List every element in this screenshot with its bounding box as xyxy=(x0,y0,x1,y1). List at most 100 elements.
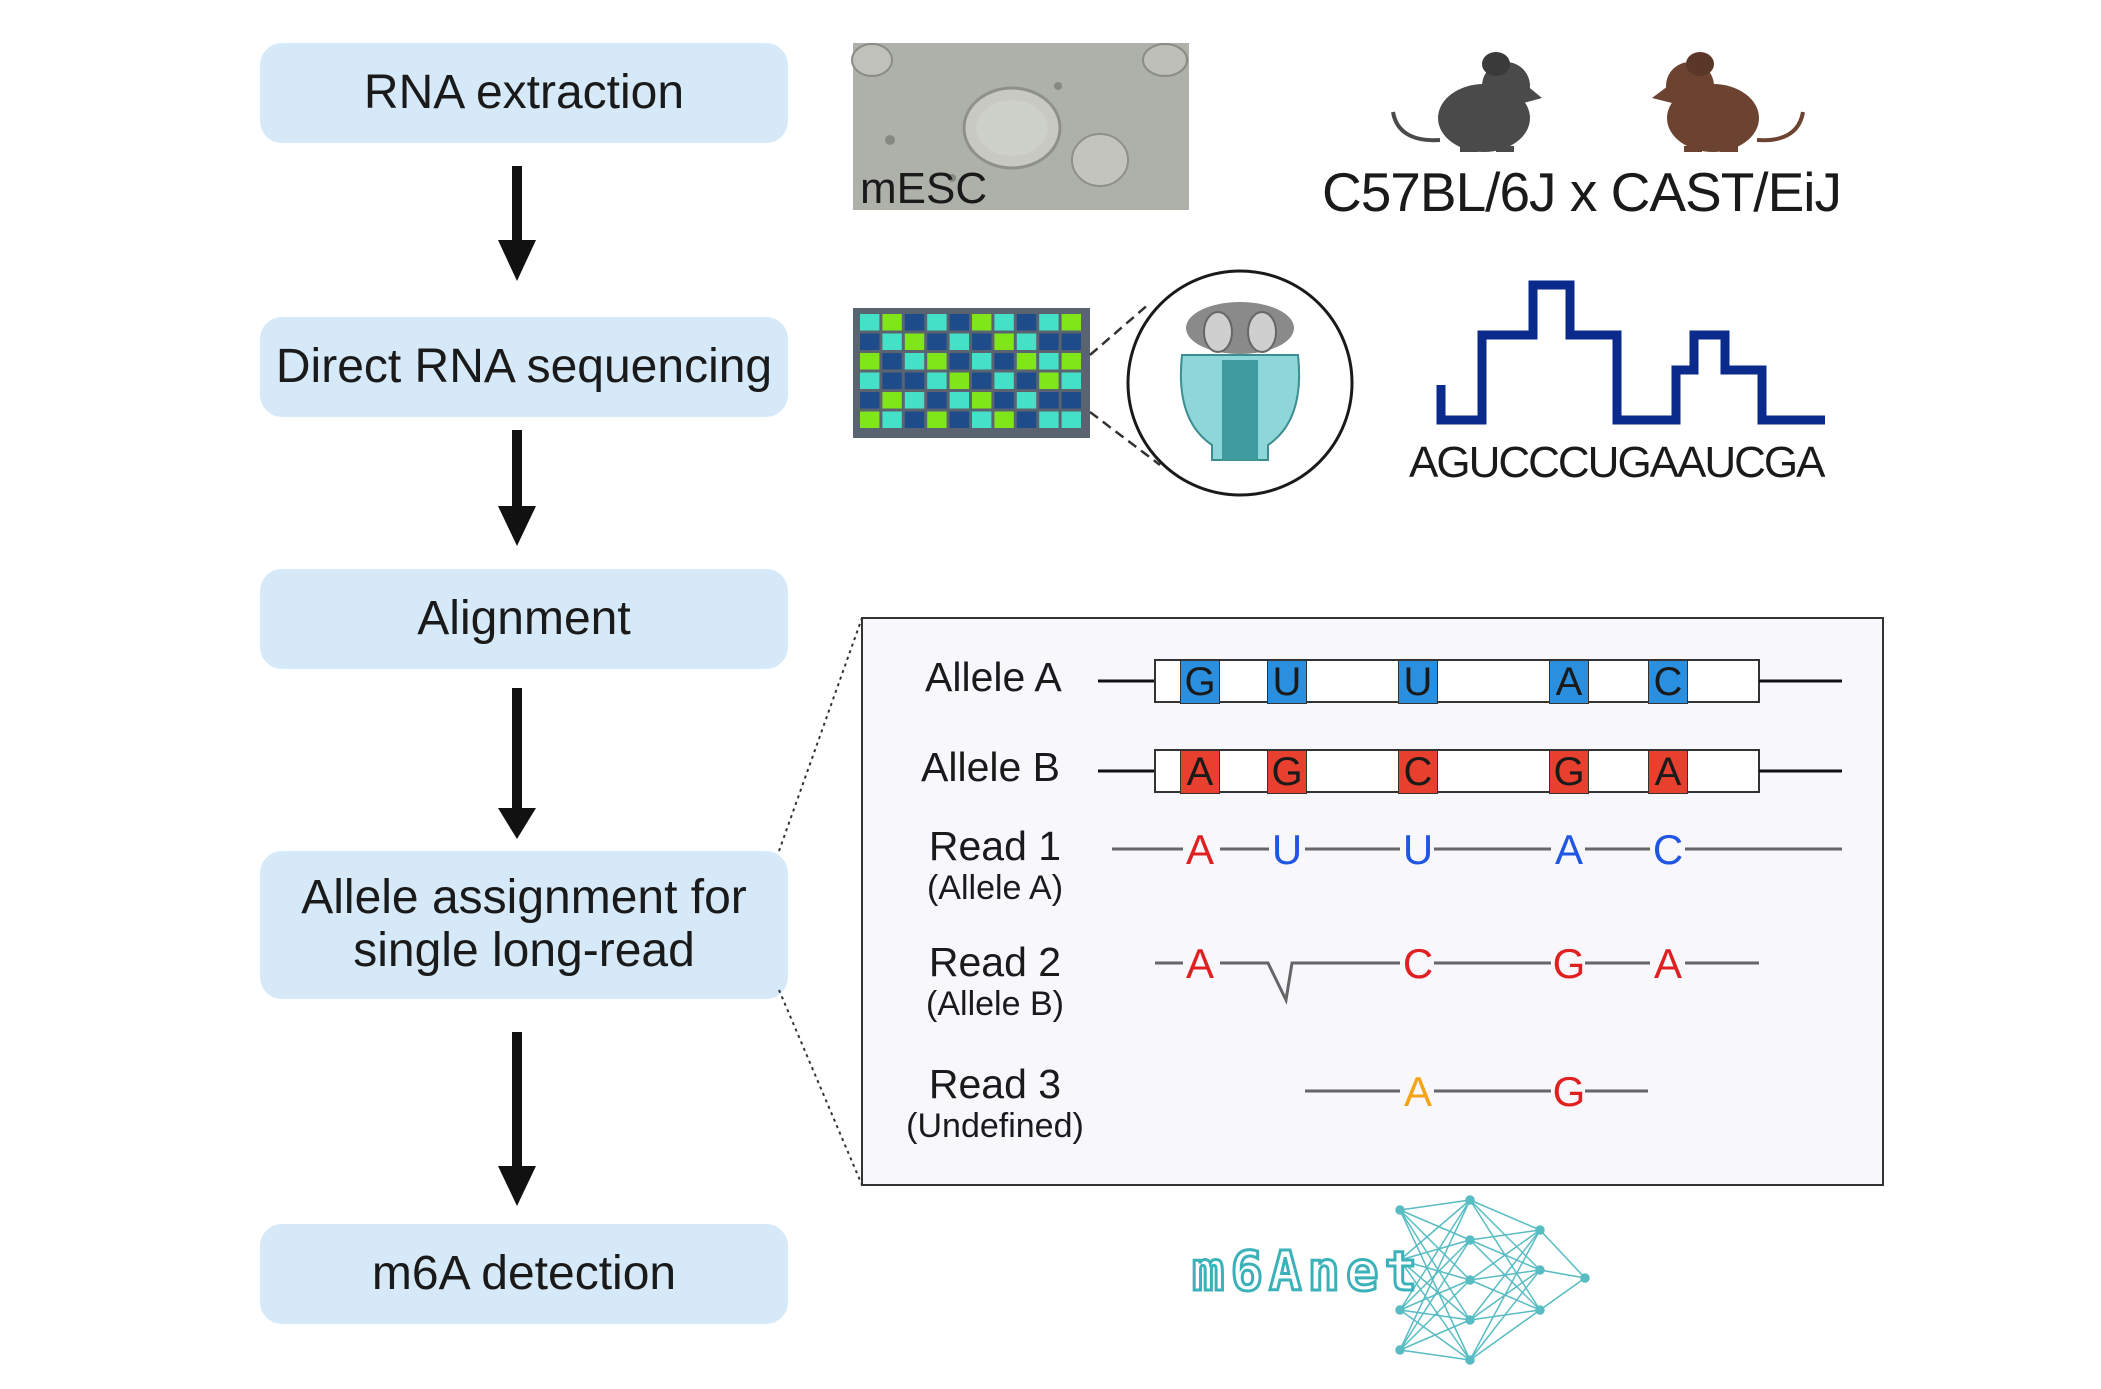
flow-cell-pore xyxy=(972,333,992,350)
flow-cell-pore xyxy=(1039,333,1059,350)
network-node xyxy=(1580,1273,1590,1283)
allele-b-base: C xyxy=(1398,750,1438,794)
network-edge xyxy=(1399,1259,1471,1321)
arrow-2 xyxy=(498,430,536,546)
read-1-sub: (Allele A) xyxy=(926,869,1064,907)
network-node xyxy=(1535,1225,1545,1235)
flow-cell-pore xyxy=(949,372,969,389)
flow-cell-pore xyxy=(949,353,969,370)
read-3-base: A xyxy=(1403,1068,1432,1115)
read-1-base: A xyxy=(1185,826,1214,873)
network-edge xyxy=(1399,1199,1471,1351)
allele-b-base: A xyxy=(1648,750,1688,794)
step-allele-assignment: Allele assignment for single long-read xyxy=(260,851,788,999)
network-edge xyxy=(1399,1199,1471,1211)
read-2-base: C xyxy=(1402,940,1434,987)
read-3-base: G xyxy=(1552,1068,1586,1115)
flow-cell-pore xyxy=(1039,372,1059,389)
network-edge xyxy=(1539,1269,1586,1279)
network-edge xyxy=(1469,1229,1541,1321)
read-1-base: C xyxy=(1652,826,1684,873)
network-edge xyxy=(1399,1319,1471,1351)
read-2-track xyxy=(1155,961,1759,1005)
mouse-cross-label: C57BL/6J x CAST/EiJ xyxy=(1322,161,1842,223)
base-text: U xyxy=(1403,660,1433,704)
zoom-lines xyxy=(1089,302,1161,466)
allele-b-base: A xyxy=(1180,750,1220,794)
read-1-title: Read 1 xyxy=(928,823,1062,869)
network-edge xyxy=(1399,1239,1471,1261)
flow-cell-pore xyxy=(1061,353,1081,370)
network-edge xyxy=(1469,1309,1541,1361)
flow-cell-pore xyxy=(972,353,992,370)
flow-cell-pore xyxy=(1039,314,1059,331)
network-node xyxy=(1465,1315,1475,1325)
flow-cell-pore xyxy=(972,392,992,409)
base-text: C xyxy=(1653,660,1683,704)
read-1-label: Read 1 (Allele A) xyxy=(870,823,1120,907)
allele-a-label: Allele A xyxy=(925,654,1062,700)
read-1-base: A xyxy=(1554,826,1583,873)
network-edge xyxy=(1469,1199,1541,1231)
network-edge xyxy=(1399,1199,1471,1261)
flow-cell-pore xyxy=(882,411,902,428)
flow-cell-pore xyxy=(1061,392,1081,409)
allele-a-base: U xyxy=(1267,660,1307,704)
allele-b-label: Allele B xyxy=(921,744,1061,790)
flow-cell-pore xyxy=(927,333,947,350)
network-edge xyxy=(1469,1229,1541,1281)
flow-cell-pore xyxy=(949,333,969,350)
base-text: A xyxy=(1555,660,1583,704)
signal-sequence-label: AGUCCCUGAAUCGA xyxy=(1409,438,1825,487)
nanopore-icon xyxy=(1126,269,1354,497)
panel-zoom-lines xyxy=(778,617,863,1186)
step-label: RNA extraction xyxy=(363,65,685,119)
m6anet-network-icon xyxy=(1395,1195,1590,1365)
network-edge xyxy=(1399,1239,1471,1351)
allele-b-base: G xyxy=(1267,750,1307,794)
flow-cell-pore xyxy=(994,314,1014,331)
network-node xyxy=(1535,1305,1545,1315)
base-text: U xyxy=(1272,660,1302,704)
step-label: Direct RNA sequencing xyxy=(275,339,773,393)
network-edge xyxy=(1399,1259,1471,1361)
flow-cell-pore xyxy=(1016,392,1037,409)
arrow-1 xyxy=(498,166,536,281)
network-edge xyxy=(1469,1229,1541,1361)
network-edge xyxy=(1539,1277,1586,1311)
flow-cell-pore xyxy=(927,372,947,389)
flow-cell-pore xyxy=(1016,372,1037,389)
network-edge xyxy=(1399,1199,1471,1311)
read-1-base: U xyxy=(1402,826,1434,873)
flow-cell-pore xyxy=(1061,411,1081,428)
flow-cell-pore xyxy=(882,372,902,389)
flow-cell-pore xyxy=(994,353,1014,370)
flow-cell-pore xyxy=(882,353,902,370)
step-direct-rna-sequencing: Direct RNA sequencing xyxy=(260,317,788,417)
network-node xyxy=(1465,1355,1475,1365)
allele-b-base: G xyxy=(1549,750,1589,794)
read-3-title: Read 3 xyxy=(928,1061,1062,1107)
read-1-base: U xyxy=(1271,826,1303,873)
allele-a-base: A xyxy=(1549,660,1589,704)
mouse-black-icon xyxy=(1391,52,1542,152)
arrow-4 xyxy=(498,1032,536,1206)
flow-cell-pore xyxy=(927,353,947,370)
flow-cell-pore xyxy=(927,392,947,409)
flow-cell-pore xyxy=(1016,314,1037,331)
flow-cell-pore xyxy=(860,333,880,350)
read-2-sub: (Allele B) xyxy=(926,985,1064,1023)
step-rna-extraction: RNA extraction xyxy=(260,43,788,143)
flow-cell-pore xyxy=(949,411,969,428)
network-edge xyxy=(1399,1209,1471,1281)
flow-cell-pore xyxy=(860,353,880,370)
m6anet-logo: m6Anet xyxy=(1190,1239,1424,1305)
step-label: m6A detection xyxy=(371,1246,677,1300)
signal-trace xyxy=(1436,280,1825,425)
base-text: A xyxy=(1186,750,1214,794)
read-2-title: Read 2 xyxy=(928,939,1062,985)
network-node xyxy=(1395,1305,1405,1315)
flow-cell-pore xyxy=(1039,392,1059,409)
flow-cell-pore xyxy=(927,411,947,428)
flow-cell-pore xyxy=(860,411,880,428)
